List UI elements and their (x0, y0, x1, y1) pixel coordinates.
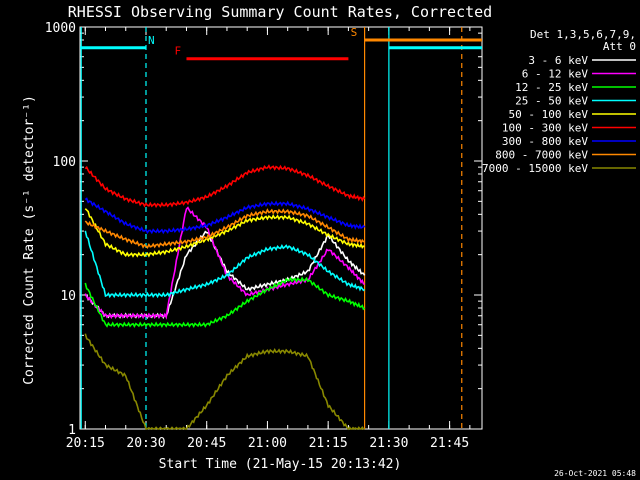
plot-frame (79, 26, 483, 430)
series-line-7 (84, 208, 365, 249)
legend-header-attenuator: Att 0 (603, 40, 636, 53)
x-tick-label: 20:15 (66, 436, 105, 451)
y-tick-label: 1 (68, 423, 76, 438)
legend-label: 7000 - 15000 keV (482, 162, 588, 175)
series-line-6 (84, 197, 366, 235)
series-line-8 (84, 333, 365, 431)
x-tick-label: 20:30 (126, 436, 165, 451)
y-tick-label: 1000 (45, 21, 76, 36)
chart-title: RHESSI Observing Summary Count Rates, Co… (68, 3, 492, 21)
legend-label: 6 - 12 keV (522, 68, 589, 81)
flag-label-f: F (174, 45, 181, 58)
x-tick-label: 21:15 (309, 436, 348, 451)
y-tick-label: 10 (60, 289, 76, 304)
legend-label: 300 - 800 keV (502, 135, 588, 148)
legend-label: 12 - 25 keV (515, 81, 588, 94)
flag-label-n: N (148, 34, 155, 47)
x-tick-label: 20:45 (187, 436, 226, 451)
series-line-5 (84, 164, 366, 209)
legend-label: 800 - 7000 keV (495, 149, 588, 162)
flag-label-s: S (351, 26, 358, 39)
x-tick-label: 21:00 (248, 436, 287, 451)
series-line-4 (84, 208, 365, 258)
series-line-2 (84, 276, 366, 329)
plot-area: 1 10 100 1000 20:15 20:30 20:45 21:00 21:15 21:30… (45, 21, 483, 451)
series-line-3 (84, 230, 366, 299)
legend-label: 50 - 100 keV (509, 108, 589, 121)
x-tick-label: 21:45 (430, 436, 469, 451)
legend-label: 100 - 300 keV (502, 122, 588, 135)
series-line-0 (85, 230, 366, 320)
x-tick-label: 21:30 (369, 436, 408, 451)
legend-label: 25 - 50 keV (515, 95, 588, 108)
legend-label: 3 - 6 keV (528, 54, 588, 67)
x-axis-label: Start Time (21-May-15 20:13:42) (159, 457, 402, 472)
y-axis-label: Corrected Count Rate (s⁻¹ detector⁻¹) (22, 95, 37, 385)
generation-timestamp: 26-Oct-2021 05:48 (554, 469, 636, 478)
y-tick-label: 100 (53, 155, 76, 170)
legend-header-detectors: Det 1,3,5,6,7,9, (530, 28, 636, 41)
